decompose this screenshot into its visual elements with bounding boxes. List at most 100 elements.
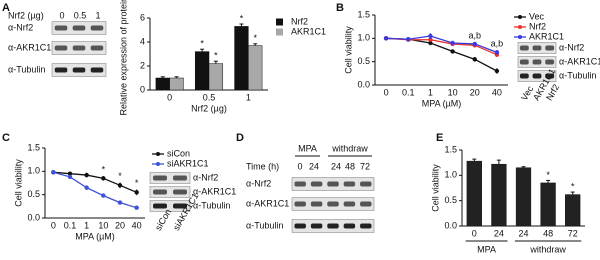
x-tick-label: 0 xyxy=(51,220,56,230)
x-tick-label: 20 xyxy=(470,87,480,97)
x-tick-label: 1 xyxy=(428,87,433,97)
marker xyxy=(450,49,455,54)
blot-band xyxy=(360,201,372,207)
blot-row-label: α-Tubulin xyxy=(8,64,45,74)
x-axis-label: Nrf2 (µg) xyxy=(191,103,227,113)
x-tick-label: 24 xyxy=(518,228,528,238)
blot-row-label: α-AKR1C1 xyxy=(193,186,236,196)
y-tick-label: 0.5 xyxy=(27,189,40,199)
blot-band xyxy=(545,45,555,51)
panel-letter: B xyxy=(336,2,344,14)
significance: * xyxy=(118,171,122,181)
significance: * xyxy=(546,170,550,180)
group-label: MPA xyxy=(477,244,496,254)
marker xyxy=(494,50,500,55)
panel-letter: E xyxy=(436,132,443,144)
y-tick-label: 1.0 xyxy=(27,166,40,176)
y-axis-label: Relative expression of proteins xyxy=(118,0,128,116)
blot-band xyxy=(90,67,104,73)
blot-row-label: α-Nrf2 xyxy=(559,42,584,52)
significance: * xyxy=(571,181,575,191)
significance: * xyxy=(102,164,106,174)
y-tick-label: 1.5 xyxy=(27,142,40,152)
legend-marker xyxy=(156,162,160,166)
blot-lane-label: 24 xyxy=(331,161,341,171)
x-tick-label: 20 xyxy=(115,220,125,230)
blot-row-label: α-Nrf2 xyxy=(246,178,271,188)
significance: a,b xyxy=(491,38,504,48)
y-tick-label: 6 xyxy=(140,12,145,22)
blot-row-label: α-Nrf2 xyxy=(8,22,33,32)
blot-band xyxy=(343,201,356,207)
blot-band xyxy=(343,181,356,187)
blot-row-label: α-AKR1C1 xyxy=(559,56,600,66)
blot-row-label: α-Tubulin xyxy=(559,70,596,80)
blot-lane-label: 24 xyxy=(309,161,319,171)
x-tick-label: 10 xyxy=(98,220,108,230)
blot-band xyxy=(327,201,339,207)
y-tick-label: 1.0 xyxy=(444,170,457,180)
marker xyxy=(450,40,455,46)
y-tick-label: 0.5 xyxy=(444,195,457,205)
blot-band xyxy=(532,59,542,65)
marker xyxy=(51,170,56,175)
significance: * xyxy=(135,178,139,188)
bar xyxy=(540,182,556,227)
marker xyxy=(117,183,123,188)
marker xyxy=(134,205,139,210)
legend-swatch xyxy=(276,18,283,26)
legend-marker xyxy=(518,15,522,19)
y-axis-label: Cell viability xyxy=(13,159,23,207)
blot-lane-label: 0.5 xyxy=(74,10,87,20)
marker xyxy=(67,171,73,176)
blot-row-label: α-Nrf2 xyxy=(193,172,218,182)
blot-band xyxy=(310,181,323,187)
marker xyxy=(494,68,500,74)
y-tick-label: 1.5 xyxy=(357,9,370,19)
blot-band xyxy=(545,59,555,65)
legend-label: AKR1C1 xyxy=(529,31,564,41)
y-tick-label: 4 xyxy=(140,36,145,46)
blot-band xyxy=(54,67,68,73)
blot-band xyxy=(294,201,306,207)
significance: a,b xyxy=(468,30,481,40)
x-tick-label: 0.1 xyxy=(64,220,77,230)
blot-group-label: MPA xyxy=(298,143,317,153)
blot-band xyxy=(72,25,86,31)
group-label: withdraw xyxy=(529,244,566,254)
blot-band xyxy=(519,45,529,51)
blot-band xyxy=(532,73,542,79)
legend-label: Nrf2 xyxy=(291,16,308,26)
blot-group-label: withdraw xyxy=(331,143,368,153)
x-tick-label: 10 xyxy=(448,87,458,97)
legend-marker xyxy=(518,25,522,29)
blot-band xyxy=(343,223,356,229)
blot-band xyxy=(327,181,339,187)
x-tick-label: 0 xyxy=(384,87,389,97)
blot-row-label: α-AKR1C1 xyxy=(8,42,51,52)
legend-label: Vec xyxy=(529,11,545,21)
marker xyxy=(428,37,433,42)
y-tick-label: 0.5 xyxy=(357,56,370,66)
legend-label: siCon xyxy=(167,148,190,158)
bar xyxy=(565,194,581,227)
blot-strip xyxy=(149,172,191,184)
x-axis-label: MPA (µM) xyxy=(422,98,462,108)
marker xyxy=(428,40,433,46)
bar xyxy=(194,51,210,91)
blot-band xyxy=(153,175,167,181)
blot-band xyxy=(532,45,542,51)
bar xyxy=(234,26,249,91)
blot-band xyxy=(153,203,167,209)
y-tick-label: 0.0 xyxy=(444,220,457,230)
blot-row-label: α-Tubulin xyxy=(246,220,283,230)
x-tick-label: 48 xyxy=(543,228,553,238)
blot-band xyxy=(72,67,86,73)
bar xyxy=(208,63,224,91)
blot-lane-label: 0 xyxy=(297,161,302,171)
marker xyxy=(84,172,89,178)
blot-band xyxy=(545,73,555,79)
x-tick-label: 1 xyxy=(246,92,251,102)
marker xyxy=(472,41,477,47)
